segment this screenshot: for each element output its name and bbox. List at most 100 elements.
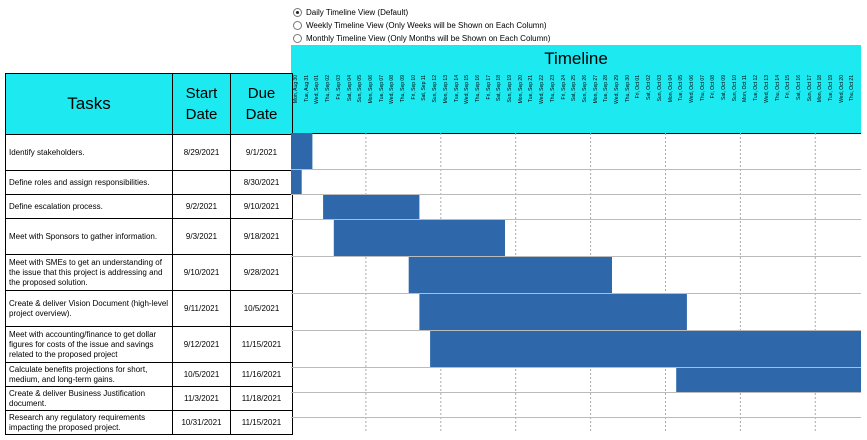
day-label: Thu, Sep 23 bbox=[549, 75, 556, 103]
due-date: 8/30/2021 bbox=[230, 170, 293, 195]
day-label: Sat, Oct 02 bbox=[646, 75, 653, 101]
table-row[interactable]: Meet with accounting/finance to get doll… bbox=[5, 326, 293, 363]
day-label: Tue, Oct 19 bbox=[828, 75, 834, 101]
day-label: Wed, Oct 20 bbox=[838, 75, 845, 103]
start-date: 9/11/2021 bbox=[172, 290, 231, 327]
day-label: Sat, Sep 04 bbox=[346, 75, 353, 102]
start-date bbox=[172, 170, 231, 195]
task-name: Research any regulatory requirements imp… bbox=[5, 410, 173, 435]
day-label: Sat, Sep 11 bbox=[421, 75, 428, 101]
table-row[interactable]: Meet with Sponsors to gather information… bbox=[5, 218, 293, 255]
day-label: Sun, Oct 17 bbox=[806, 75, 813, 102]
day-label: Mon, Oct 04 bbox=[667, 75, 674, 103]
timeline-day-header: Mon, Aug 30 Tue, Aug 31 Wed, Sep 01 Thu, Se… bbox=[291, 73, 861, 134]
day-label: Mon, Sep 13 bbox=[442, 75, 449, 104]
day-label: Sat, Oct 16 bbox=[795, 75, 802, 101]
day-label: Mon, Oct 11 bbox=[742, 75, 749, 102]
day-label: Fri, Sep 10 bbox=[410, 75, 417, 100]
day-label: Sun, Sep 26 bbox=[581, 75, 588, 103]
due-date: 11/15/2021 bbox=[230, 410, 293, 435]
start-date: 9/12/2021 bbox=[172, 326, 231, 363]
start-date: 10/31/2021 bbox=[172, 410, 231, 435]
day-label: Mon, Aug 30 bbox=[293, 75, 299, 104]
start-date: 9/2/2021 bbox=[172, 194, 231, 219]
view-option-weekly-label: Weekly Timeline View (Only Weeks will be… bbox=[306, 21, 547, 30]
day-label: Fri, Oct 01 bbox=[635, 75, 642, 99]
gantt-bar[interactable] bbox=[291, 170, 302, 194]
table-row[interactable]: Define escalation process. 9/2/2021 9/10… bbox=[5, 194, 293, 219]
gantt-bar[interactable] bbox=[333, 220, 505, 256]
day-label: Fri, Sep 24 bbox=[560, 75, 567, 100]
due-date: 11/15/2021 bbox=[230, 326, 293, 363]
day-label: Mon, Sep 27 bbox=[592, 75, 599, 104]
due-date: 9/28/2021 bbox=[230, 254, 293, 291]
table-row[interactable]: Create & deliver Business Justification … bbox=[5, 386, 293, 411]
day-label: Thu, Oct 14 bbox=[774, 75, 781, 102]
task-name: Define roles and assign responsibilities… bbox=[5, 170, 173, 195]
table-row[interactable]: Create & deliver Vision Document (high-l… bbox=[5, 290, 293, 327]
view-option-weekly[interactable]: Weekly Timeline View (Only Weeks will be… bbox=[293, 19, 550, 32]
day-label: Sun, Oct 03 bbox=[656, 75, 663, 102]
table-row[interactable]: Research any regulatory requirements imp… bbox=[5, 410, 293, 435]
task-name: Calculate benefits projections for short… bbox=[5, 362, 173, 387]
task-name: Meet with accounting/finance to get doll… bbox=[5, 326, 173, 363]
start-date: 10/5/2021 bbox=[172, 362, 231, 387]
table-row[interactable]: Define roles and assign responsibilities… bbox=[5, 170, 293, 195]
day-label: Wed, Sep 08 bbox=[389, 75, 396, 104]
day-label: Wed, Sep 01 bbox=[314, 75, 321, 104]
header-tasks: Tasks bbox=[5, 73, 173, 135]
task-name: Create & deliver Vision Document (high-l… bbox=[5, 290, 173, 327]
day-label: Fri, Sep 17 bbox=[485, 75, 492, 100]
table-header-row: Tasks Start Date Due Date bbox=[5, 73, 293, 135]
day-label: Sat, Sep 25 bbox=[571, 75, 578, 102]
due-date: 10/5/2021 bbox=[230, 290, 293, 327]
day-label: Fri, Oct 15 bbox=[785, 75, 792, 99]
gantt-bar[interactable] bbox=[323, 195, 420, 219]
day-label: Sun, Sep 19 bbox=[507, 75, 513, 103]
due-date: 11/16/2021 bbox=[230, 362, 293, 387]
day-label: Tue, Sep 14 bbox=[453, 75, 460, 103]
due-date: 9/1/2021 bbox=[230, 134, 293, 171]
view-option-monthly[interactable]: Monthly Timeline View (Only Months will … bbox=[293, 32, 550, 45]
table-row[interactable]: Identify stakeholders. 8/29/2021 9/1/202… bbox=[5, 134, 293, 171]
due-date: 11/18/2021 bbox=[230, 386, 293, 411]
gantt-bar[interactable] bbox=[408, 257, 612, 293]
day-label: Mon, Oct 18 bbox=[817, 75, 824, 103]
gantt-bar[interactable] bbox=[291, 133, 313, 169]
gantt-bar[interactable] bbox=[419, 294, 687, 330]
day-label: Tue, Aug 31 bbox=[303, 75, 310, 102]
day-label: Thu, Oct 21 bbox=[849, 75, 856, 102]
task-name: Define escalation process. bbox=[5, 194, 173, 219]
day-label: Tue, Sep 28 bbox=[603, 75, 610, 103]
day-label: Wed, Sep 29 bbox=[614, 75, 620, 104]
day-label: Fri, Sep 03 bbox=[335, 75, 342, 100]
start-date: 9/10/2021 bbox=[172, 254, 231, 291]
timeline-view-options: Daily Timeline View (Default) Weekly Tim… bbox=[293, 6, 550, 45]
day-label: Thu, Sep 16 bbox=[474, 75, 481, 103]
timeline-banner bbox=[291, 45, 861, 73]
gantt-bar[interactable] bbox=[676, 368, 861, 392]
day-label: Tue, Sep 21 bbox=[528, 75, 535, 103]
day-label: Wed, Sep 15 bbox=[464, 75, 471, 104]
day-label: Tue, Oct 12 bbox=[753, 75, 760, 101]
radio-monthly[interactable] bbox=[293, 34, 302, 43]
radio-weekly[interactable] bbox=[293, 21, 302, 30]
gantt-bar[interactable] bbox=[430, 331, 861, 367]
day-label: Sun, Sep 12 bbox=[432, 75, 439, 103]
due-date: 9/18/2021 bbox=[230, 218, 293, 255]
day-label: Fri, Oct 08 bbox=[710, 75, 717, 99]
day-label: Thu, Oct 07 bbox=[699, 75, 706, 102]
task-table: Tasks Start Date Due Date Identify stake… bbox=[5, 73, 293, 435]
view-option-daily[interactable]: Daily Timeline View (Default) bbox=[293, 6, 550, 19]
task-name: Meet with SMEs to get an understanding o… bbox=[5, 254, 173, 291]
radio-daily[interactable] bbox=[293, 8, 302, 17]
day-label: Wed, Oct 13 bbox=[763, 75, 770, 103]
task-name: Meet with Sponsors to gather information… bbox=[5, 218, 173, 255]
day-label: Tue, Sep 07 bbox=[378, 75, 385, 103]
start-date: 9/3/2021 bbox=[172, 218, 231, 255]
table-row[interactable]: Calculate benefits projections for short… bbox=[5, 362, 293, 387]
table-row[interactable]: Meet with SMEs to get an understanding o… bbox=[5, 254, 293, 291]
start-date: 8/29/2021 bbox=[172, 134, 231, 171]
day-label: Tue, Oct 05 bbox=[678, 75, 685, 101]
view-option-monthly-label: Monthly Timeline View (Only Months will … bbox=[306, 34, 551, 43]
